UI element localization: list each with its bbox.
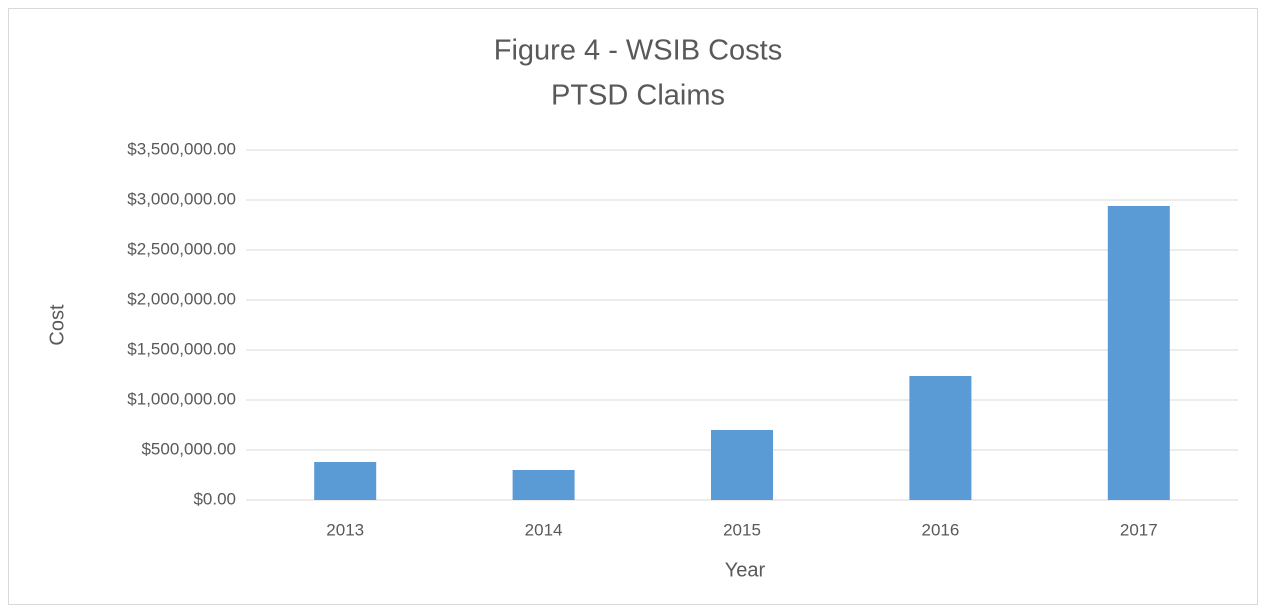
- x-tick-label: 2013: [326, 520, 364, 539]
- x-tick-label: 2017: [1120, 520, 1158, 539]
- x-axis-title: Year: [725, 559, 766, 581]
- chart-title: Figure 4 - WSIB Costs: [494, 35, 782, 67]
- x-tick-label: 2014: [525, 520, 563, 539]
- bar: [512, 470, 575, 500]
- chart-border: [8, 8, 1258, 605]
- y-tick-label: $0.00: [193, 489, 236, 508]
- y-tick-label: $2,500,000.00: [127, 239, 236, 258]
- y-tick-label: $3,000,000.00: [127, 189, 236, 208]
- y-tick-label: $2,000,000.00: [127, 289, 236, 308]
- y-tick-label: $3,500,000.00: [127, 139, 236, 158]
- bar: [314, 462, 377, 500]
- y-tick-label: $1,500,000.00: [127, 339, 236, 358]
- x-tick-label: 2016: [921, 520, 959, 539]
- bar: [711, 430, 773, 500]
- bar: [1107, 206, 1170, 500]
- x-tick-label: 2015: [723, 520, 761, 539]
- chart-subtitle: PTSD Claims: [551, 80, 725, 112]
- y-axis-title: Cost: [46, 304, 68, 346]
- y-tick-label: $1,000,000.00: [127, 389, 236, 408]
- bar: [909, 376, 972, 500]
- y-tick-label: $500,000.00: [141, 439, 236, 458]
